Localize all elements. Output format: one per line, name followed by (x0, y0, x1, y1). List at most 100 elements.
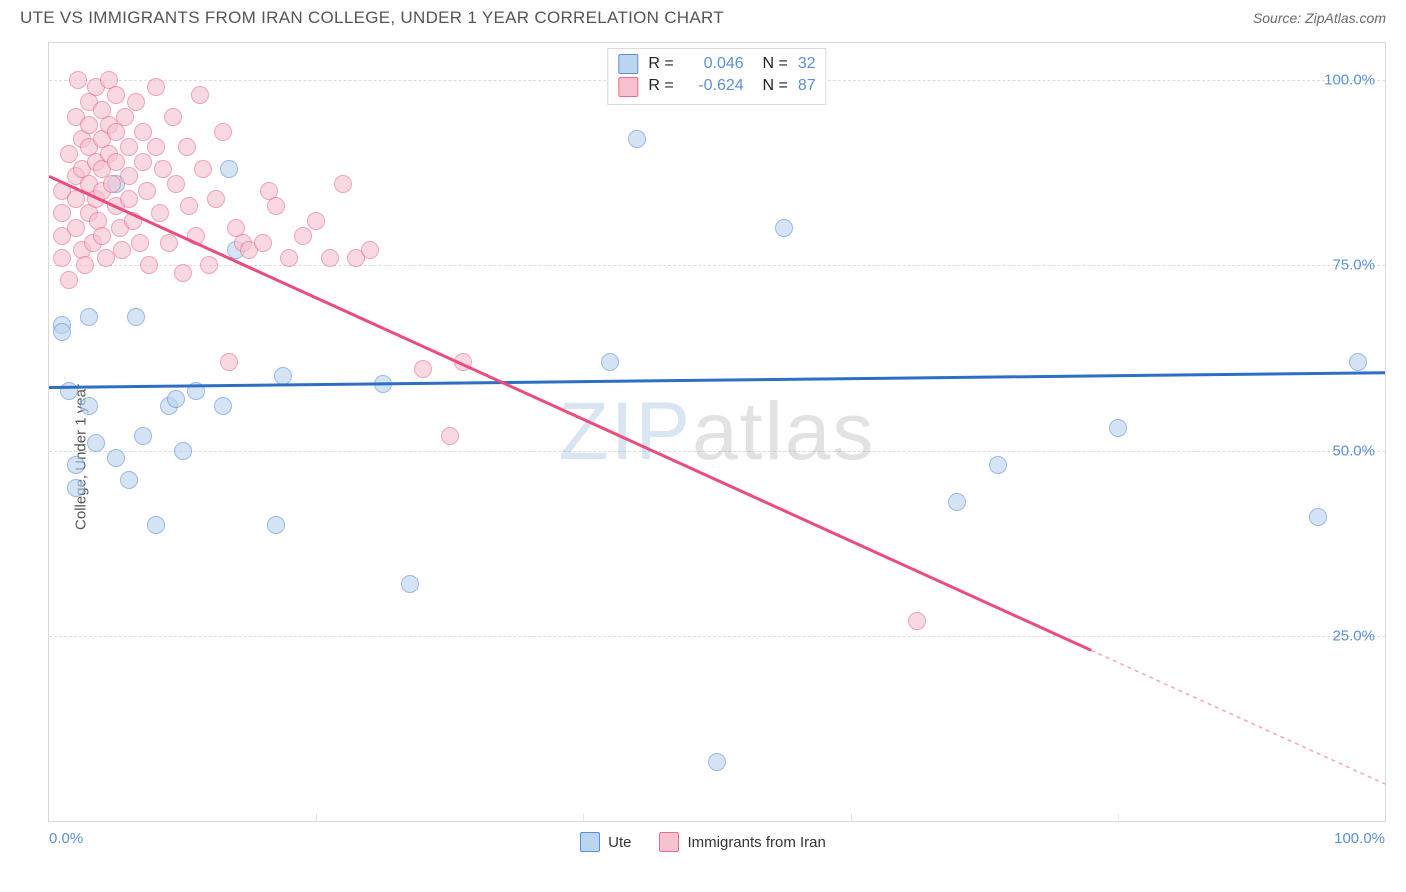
data-point (131, 234, 149, 252)
data-point (1309, 508, 1327, 526)
data-point (167, 390, 185, 408)
data-point (267, 516, 285, 534)
grid-line-y (49, 265, 1385, 266)
data-point (1109, 419, 1127, 437)
data-point (140, 256, 158, 274)
data-point (267, 197, 285, 215)
data-point (220, 353, 238, 371)
data-point (294, 227, 312, 245)
stat-n-label: N = (754, 75, 788, 97)
data-point (67, 219, 85, 237)
data-point (138, 182, 156, 200)
data-point (307, 212, 325, 230)
data-point (708, 753, 726, 771)
data-point (321, 249, 339, 267)
data-point (775, 219, 793, 237)
chart-title: UTE VS IMMIGRANTS FROM IRAN COLLEGE, UND… (20, 8, 724, 28)
stat-n-value: 87 (798, 75, 816, 97)
data-point (187, 382, 205, 400)
data-point (254, 234, 272, 252)
data-point (989, 456, 1007, 474)
data-point (401, 575, 419, 593)
x-tick-mark (583, 813, 584, 821)
stat-r-value: -0.624 (684, 75, 744, 97)
data-point (628, 130, 646, 148)
legend-swatch (659, 832, 679, 852)
data-point (113, 241, 131, 259)
data-point (164, 108, 182, 126)
data-point (120, 190, 138, 208)
data-point (134, 427, 152, 445)
data-point (908, 612, 926, 630)
data-point (214, 123, 232, 141)
regression-line-extrapolated (1091, 650, 1385, 784)
data-point (214, 397, 232, 415)
watermark-zip: ZIP (559, 386, 693, 477)
data-point (80, 308, 98, 326)
data-point (107, 449, 125, 467)
data-point (103, 175, 121, 193)
data-point (116, 108, 134, 126)
data-point (80, 116, 98, 134)
data-point (53, 323, 71, 341)
data-point (147, 78, 165, 96)
x-tick-mark (316, 813, 317, 821)
chart-header: UTE VS IMMIGRANTS FROM IRAN COLLEGE, UND… (0, 0, 1406, 32)
stat-r-label: R = (648, 75, 673, 97)
data-point (274, 367, 292, 385)
data-point (67, 479, 85, 497)
grid-line-y (49, 451, 1385, 452)
chart-area: College, Under 1 year ZIPatlas R = 0.046… (0, 32, 1406, 882)
y-tick-label: 100.0% (1324, 72, 1375, 89)
data-point (178, 138, 196, 156)
data-point (194, 160, 212, 178)
y-tick-label: 75.0% (1332, 257, 1375, 274)
data-point (67, 456, 85, 474)
data-point (154, 160, 172, 178)
data-point (53, 204, 71, 222)
data-point (80, 397, 98, 415)
data-point (120, 167, 138, 185)
data-point (220, 160, 238, 178)
data-point (120, 471, 138, 489)
legend-swatch (618, 54, 638, 74)
data-point (200, 256, 218, 274)
regression-line (49, 373, 1385, 388)
regression-stat-row: R = -0.624 N = 87 (618, 75, 815, 97)
data-point (120, 138, 138, 156)
watermark: ZIPatlas (559, 385, 876, 479)
y-tick-label: 50.0% (1332, 442, 1375, 459)
data-point (60, 145, 78, 163)
grid-line-y (49, 636, 1385, 637)
data-point (107, 86, 125, 104)
regression-line (49, 176, 1091, 650)
data-point (948, 493, 966, 511)
data-point (134, 123, 152, 141)
x-tick-mark (1118, 813, 1119, 821)
data-point (147, 138, 165, 156)
data-point (414, 360, 432, 378)
data-point (127, 308, 145, 326)
data-point (374, 375, 392, 393)
data-point (124, 212, 142, 230)
regression-lines (49, 43, 1385, 821)
watermark-atlas: atlas (692, 386, 875, 477)
data-point (361, 241, 379, 259)
data-point (601, 353, 619, 371)
stat-r-value: 0.046 (684, 53, 744, 75)
data-point (76, 256, 94, 274)
data-point (147, 516, 165, 534)
legend-swatch (580, 832, 600, 852)
legend: UteImmigrants from Iran (0, 832, 1406, 852)
data-point (207, 190, 225, 208)
regression-stats-box: R = 0.046 N = 32R = -0.624 N = 87 (607, 48, 826, 105)
data-point (174, 442, 192, 460)
data-point (60, 382, 78, 400)
legend-label: Immigrants from Iran (687, 834, 825, 851)
data-point (53, 249, 71, 267)
regression-stat-row: R = 0.046 N = 32 (618, 53, 815, 75)
data-point (127, 93, 145, 111)
data-point (107, 153, 125, 171)
data-point (60, 271, 78, 289)
data-point (69, 71, 87, 89)
